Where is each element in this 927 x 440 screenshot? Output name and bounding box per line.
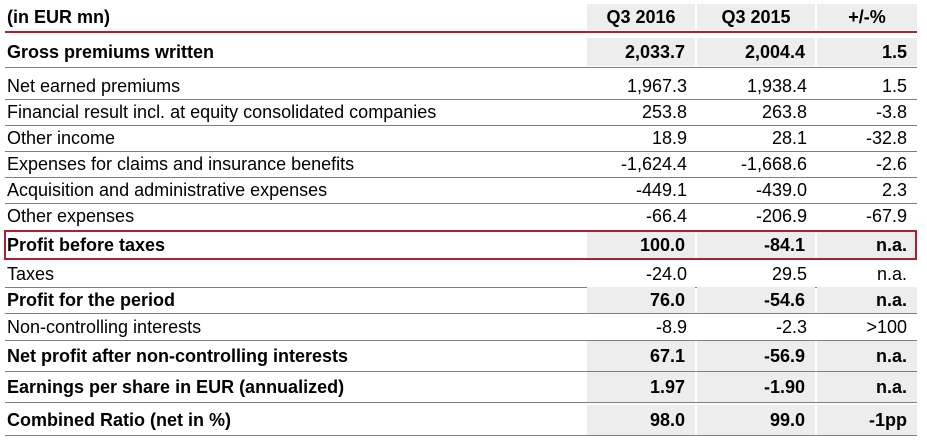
table-row: Taxes -24.0 29.5 n.a.: [0, 261, 927, 287]
value-q3-2015: -54.6: [697, 287, 815, 313]
value-q3-2016: 253.8: [641, 101, 687, 122]
table-row-highlighted: Profit before taxes 100.0 -84.1 n.a.: [0, 231, 927, 259]
value-change: n.a.: [817, 341, 917, 371]
table-row: Other income 18.9 28.1 -32.8: [0, 125, 927, 151]
value-q3-2016: -24.0: [645, 263, 687, 284]
divider: [5, 313, 917, 314]
value-q3-2016: 2,033.7: [587, 38, 695, 66]
table-row: Earnings per share in EUR (annualized) 1…: [0, 372, 927, 402]
divider: [5, 371, 917, 372]
value-q3-2016: -449.1: [635, 179, 687, 200]
row-label: Other expenses: [7, 205, 135, 226]
row-label: Gross premiums written: [7, 41, 215, 62]
value-change: n.a.: [817, 372, 917, 402]
value-change: -67.9: [865, 205, 907, 226]
divider: [5, 435, 917, 436]
divider: [5, 287, 917, 288]
divider: [5, 99, 917, 100]
row-label: Profit for the period: [7, 289, 175, 310]
value-q3-2015: -1,668.6: [740, 153, 807, 174]
value-change: -1pp: [817, 405, 917, 435]
table-row: Gross premiums written 2,033.7 2,004.4 1…: [0, 38, 927, 66]
value-change: -32.8: [865, 127, 907, 148]
row-label: Acquisition and administrative expenses: [7, 179, 328, 200]
value-q3-2015: 2,004.4: [697, 38, 815, 66]
value-q3-2016: -1,624.4: [620, 153, 687, 174]
value-q3-2015: 29.5: [771, 263, 807, 284]
value-q3-2015: 263.8: [761, 101, 807, 122]
header-red-rule: [5, 31, 917, 33]
table-row: Expenses for claims and insurance benefi…: [0, 151, 927, 177]
value-q3-2015: -2.3: [775, 316, 807, 337]
row-label: Net profit after non-controlling interes…: [7, 345, 349, 366]
value-change: n.a.: [817, 287, 917, 313]
row-label: Earnings per share in EUR (annualized): [7, 376, 345, 397]
row-label: Other income: [7, 127, 116, 148]
row-label: Expenses for claims and insurance benefi…: [7, 153, 355, 174]
table-row: Acquisition and administrative expenses …: [0, 177, 927, 203]
value-q3-2015: -1.90: [697, 372, 815, 402]
divider: [5, 125, 917, 126]
value-q3-2015: 28.1: [771, 127, 807, 148]
divider: [5, 402, 917, 403]
row-label: Profit before taxes: [7, 234, 166, 255]
value-change: 1.5: [881, 75, 907, 96]
value-q3-2016: -66.4: [645, 205, 687, 226]
value-q3-2015: -206.9: [755, 205, 807, 226]
highlight-box: [4, 230, 917, 260]
column-header-change: +/-%: [817, 4, 917, 30]
divider: [5, 177, 917, 178]
value-q3-2016: 98.0: [587, 405, 695, 435]
table-row: Other expenses -66.4 -206.9 -67.9: [0, 203, 927, 229]
value-q3-2016: -8.9: [655, 316, 687, 337]
table-row: Profit for the period 76.0 -54.6 n.a.: [0, 287, 927, 313]
table-row: Combined Ratio (net in %) 98.0 99.0 -1pp: [0, 405, 927, 435]
value-change: 1.5: [817, 38, 917, 66]
row-label: Financial result incl. at equity consoli…: [7, 101, 437, 122]
row-label: Taxes: [7, 263, 55, 284]
value-q3-2016: 1.97: [587, 372, 695, 402]
value-change: 2.3: [881, 179, 907, 200]
table-row: Non-controlling interests -8.9 -2.3 >100: [0, 314, 927, 340]
value-q3-2016: 100.0: [587, 231, 695, 259]
table-header: (in EUR mn) Q3 2016 Q3 2015 +/-%: [0, 4, 927, 30]
row-label: Combined Ratio (net in %): [7, 409, 231, 430]
table-row: Net earned premiums 1,967.3 1,938.4 1.5: [0, 73, 927, 99]
value-q3-2015: 1,938.4: [746, 75, 807, 96]
value-q3-2015: -84.1: [697, 231, 815, 259]
value-q3-2015: -56.9: [697, 341, 815, 371]
value-q3-2016: 1,967.3: [626, 75, 687, 96]
value-change: n.a.: [876, 263, 907, 284]
value-change: -3.8: [875, 101, 907, 122]
divider: [5, 203, 917, 204]
table-row: Net profit after non-controlling interes…: [0, 341, 927, 371]
value-q3-2016: 18.9: [651, 127, 687, 148]
value-q3-2015: -439.0: [755, 179, 807, 200]
divider: [5, 340, 917, 341]
value-q3-2015: 99.0: [697, 405, 815, 435]
row-label: Net earned premiums: [7, 75, 181, 96]
unit-label: (in EUR mn): [7, 6, 110, 27]
value-change: -2.6: [875, 153, 907, 174]
table-row: Financial result incl. at equity consoli…: [0, 99, 927, 125]
divider: [5, 151, 917, 152]
column-header-q3-2016: Q3 2016: [587, 4, 695, 30]
value-q3-2016: 67.1: [587, 341, 695, 371]
column-header-q3-2015: Q3 2015: [697, 4, 815, 30]
value-change: >100: [866, 316, 907, 337]
divider: [5, 67, 917, 68]
row-label: Non-controlling interests: [7, 316, 202, 337]
value-change: n.a.: [817, 231, 917, 259]
value-q3-2016: 76.0: [587, 287, 695, 313]
